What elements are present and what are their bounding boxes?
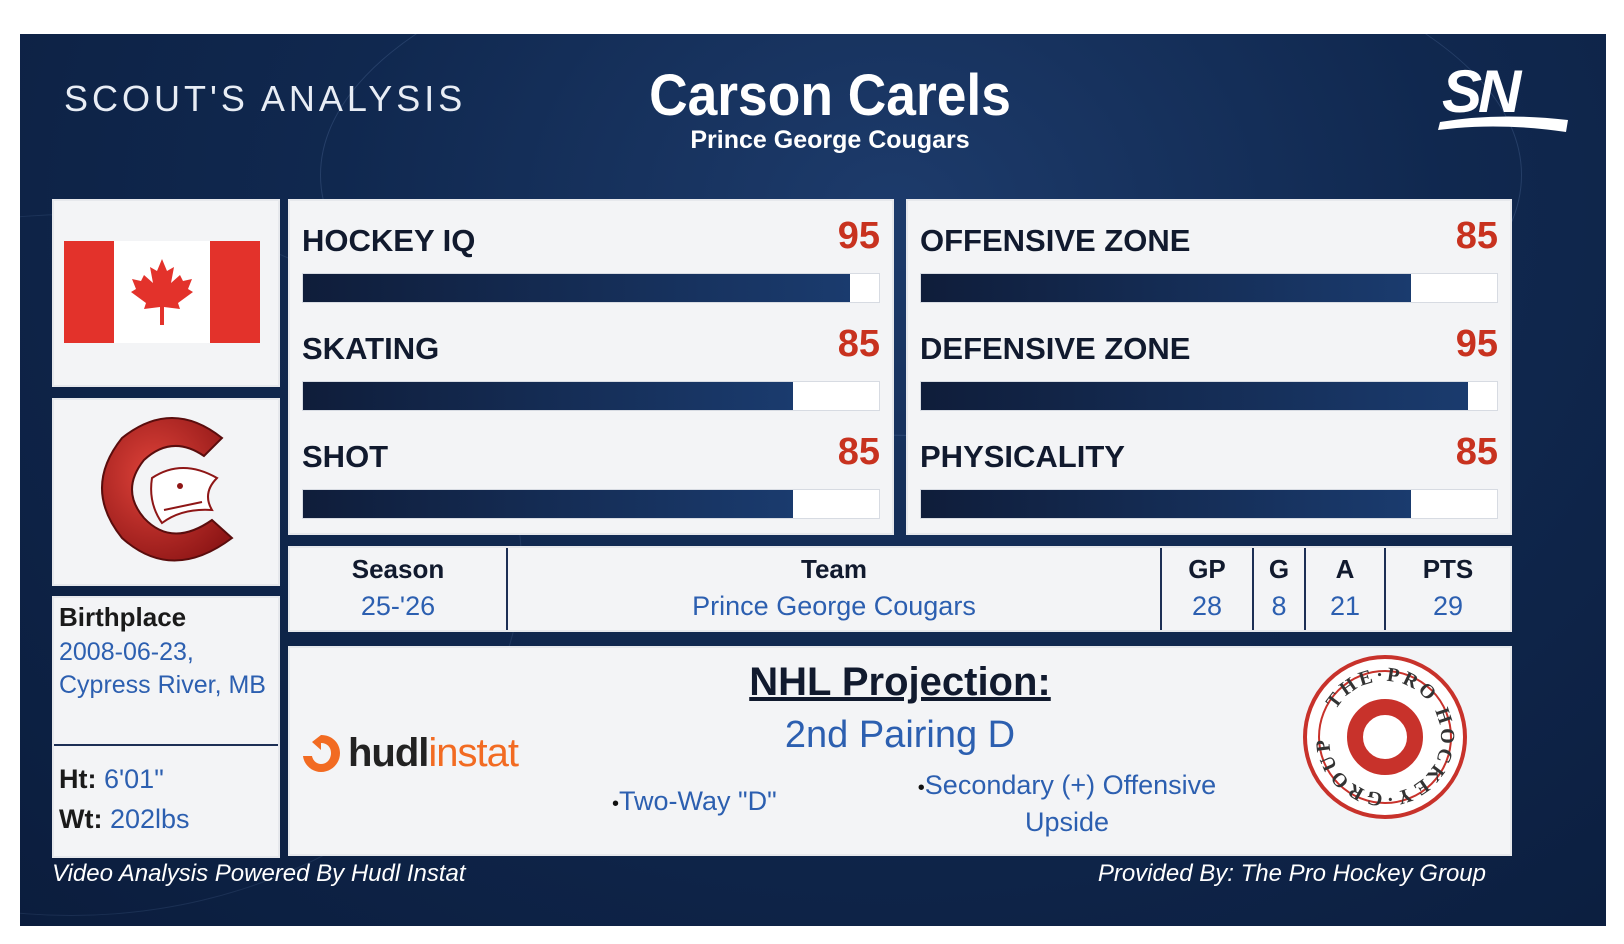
bullet-dot-icon: • — [917, 777, 925, 799]
hudl-instat-logo: hudl instat — [300, 728, 519, 778]
rating-bar-track — [920, 273, 1498, 303]
svg-text:SN: SN — [1442, 60, 1523, 125]
projection-bullet: •Two-Way "D" — [612, 786, 777, 817]
rating-value: 85 — [837, 431, 880, 473]
stats-value: 8 — [1271, 591, 1287, 621]
nhl-projection-panel: hudl instat NHL Projection: 2nd Pairing D… — [288, 646, 1512, 856]
scout-card: SCOUT'S ANALYSIS Carson Carels Prince Ge… — [20, 34, 1606, 926]
projection-bullet: •Secondary (+) Offensive Upside — [902, 768, 1232, 839]
rating-shot: SHOT 85 — [302, 417, 880, 525]
bullet-dot-icon: • — [612, 793, 620, 815]
rating-value: 85 — [1455, 431, 1498, 473]
rating-skating: SKATING 85 — [302, 309, 880, 417]
pro-hockey-group-logo: THE·PRO HOCKEY·GROUP — [1303, 655, 1467, 819]
rating-physicality: PHYSICALITY 85 — [920, 417, 1498, 525]
stats-header: Season — [351, 554, 445, 584]
rating-bar-fill — [921, 274, 1411, 302]
player-name: Carson Carels — [649, 63, 1011, 128]
birthplace-label: Birthplace — [59, 602, 187, 632]
rating-bar-track — [920, 489, 1498, 519]
rating-label: HOCKEY IQ — [302, 223, 476, 258]
rating-bar-fill — [303, 274, 851, 302]
stats-header: Team — [801, 554, 867, 584]
footer-left: Video Analysis Powered By Hudl Instat — [52, 860, 466, 887]
rating-label: DEFENSIVE ZONE — [920, 331, 1191, 366]
rating-offensive-zone: OFFENSIVE ZONE 85 — [920, 201, 1498, 309]
column-divider — [506, 548, 508, 630]
rating-label: SHOT — [302, 439, 389, 474]
rating-bar-fill — [921, 382, 1469, 410]
stats-value: 28 — [1191, 591, 1223, 621]
season-stats-table: Season 25-'26 Team Prince George Cougars… — [288, 546, 1512, 632]
stats-value: Prince George Cougars — [692, 591, 976, 621]
sportsnet-logo-icon: SN — [1438, 60, 1568, 132]
rating-bar-track — [302, 273, 880, 303]
hudl-swirl-icon — [303, 735, 340, 772]
cougars-logo-icon — [101, 417, 234, 562]
column-divider — [1160, 548, 1162, 630]
flag-panel — [52, 199, 280, 387]
height-label: Ht: — [59, 764, 97, 794]
divider — [54, 744, 278, 746]
stats-header: PTS — [1422, 554, 1474, 584]
stats-value: 25-'26 — [360, 591, 436, 621]
stats-col-a: A 21 — [1306, 548, 1384, 630]
canada-flag-icon — [64, 241, 260, 343]
instat-word: instat — [428, 730, 519, 775]
stats-value: 29 — [1432, 591, 1464, 621]
height-value: 6'01" — [104, 764, 164, 794]
height-line: Ht: 6'01" — [59, 764, 164, 795]
team-name: Prince George Cougars — [690, 126, 970, 154]
rating-value: 95 — [1455, 323, 1498, 365]
stats-header: A — [1335, 554, 1355, 584]
birthplace-value: 2008-06-23, Cypress River, MB — [59, 638, 266, 699]
rating-bar-fill — [303, 490, 793, 518]
stats-col-team: Team Prince George Cougars — [508, 548, 1160, 630]
stats-value: 21 — [1329, 591, 1361, 621]
projection-title: NHL Projection: — [749, 660, 1051, 704]
rating-label: SKATING — [302, 331, 440, 366]
rating-label: OFFENSIVE ZONE — [920, 223, 1191, 258]
stats-col-pts: PTS 29 — [1386, 548, 1510, 630]
column-divider — [1304, 548, 1306, 630]
rating-value: 85 — [1455, 215, 1498, 257]
rating-value: 95 — [837, 215, 880, 257]
section-title: SCOUT'S ANALYSIS — [64, 78, 467, 119]
stats-col-g: G 8 — [1254, 548, 1304, 630]
ratings-panel-right: OFFENSIVE ZONE 85 DEFENSIVE ZONE 95 PHYS… — [906, 199, 1512, 535]
rating-bar-track — [302, 489, 880, 519]
weight-value: 202lbs — [109, 804, 190, 834]
stats-header: GP — [1188, 554, 1226, 584]
rating-bar-track — [302, 381, 880, 411]
weight-label: Wt: — [59, 804, 103, 834]
player-info-panel: Birthplace 2008-06-23, Cypress River, MB… — [52, 596, 280, 858]
rating-label: PHYSICALITY — [920, 439, 1125, 474]
rating-bar-track — [920, 381, 1498, 411]
column-divider — [1384, 548, 1386, 630]
stats-col-gp: GP 28 — [1162, 548, 1252, 630]
bullet-text: Secondary (+) Offensive Upside — [924, 770, 1217, 837]
stats-col-season: Season 25-'26 — [290, 548, 506, 630]
rating-bar-fill — [921, 490, 1411, 518]
weight-line: Wt: 202lbs — [59, 804, 190, 835]
rating-defensive-zone: DEFENSIVE ZONE 95 — [920, 309, 1498, 417]
projection-role: 2nd Pairing D — [784, 714, 1016, 756]
column-divider — [1252, 548, 1254, 630]
stats-header: G — [1268, 554, 1290, 584]
ratings-panel-left: HOCKEY IQ 95 SKATING 85 SHOT 85 — [288, 199, 894, 535]
rating-value: 85 — [837, 323, 880, 365]
hudl-word: hudl — [348, 730, 429, 775]
bullet-text: Two-Way "D" — [619, 786, 777, 816]
rating-bar-fill — [303, 382, 793, 410]
rating-hockey-iq: HOCKEY IQ 95 — [302, 201, 880, 309]
team-logo-panel — [52, 398, 280, 586]
footer-right: Provided By: The Pro Hockey Group — [1097, 860, 1486, 887]
